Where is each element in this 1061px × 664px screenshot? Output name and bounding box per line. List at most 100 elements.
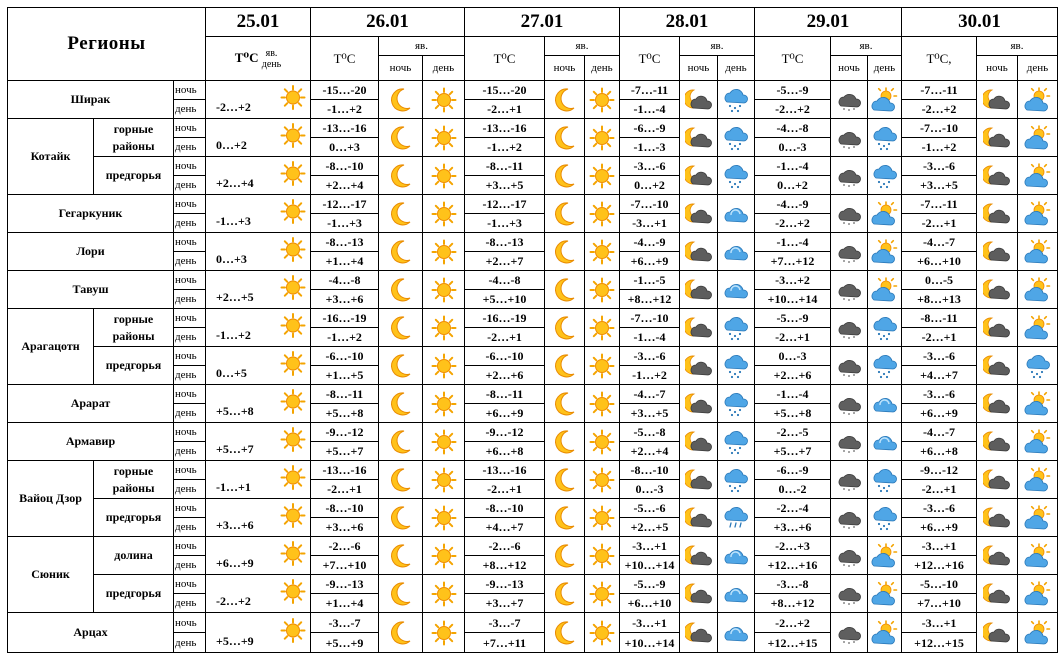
moon-icon [390, 429, 410, 453]
moon-cloud-icon [679, 194, 718, 233]
night-label: ночь [173, 270, 206, 290]
sun-cloud-icon [1024, 86, 1050, 111]
moon-icon [378, 308, 423, 347]
sun-icon [589, 543, 615, 568]
cloud-icon [717, 270, 755, 309]
date-header: 26.01 [310, 7, 465, 37]
moon-icon [544, 612, 585, 653]
temperature-day: +6…+8 [901, 441, 977, 461]
temperature-night: -3…+1 [619, 612, 680, 633]
temperature-day: +5…+8 [310, 403, 379, 423]
phenomenon-header: яв. [679, 36, 755, 56]
moon-cloud-icon [679, 384, 718, 423]
first-day-cell: -2…+2 [205, 574, 311, 613]
moon-icon [554, 581, 574, 605]
temperature-night: -3…-6 [619, 156, 680, 176]
temperature-night: -8…-11 [464, 384, 545, 404]
temperature-day: +8…+13 [901, 289, 977, 309]
temperature-day: +12…+15 [901, 632, 977, 653]
night-label: ночь [173, 118, 206, 138]
region-name: Арагацотн [7, 308, 94, 385]
day-label: день [173, 632, 206, 653]
sun-cloud-icon [867, 80, 902, 119]
night-label: ночь [173, 612, 206, 633]
temperature-night: -13…-16 [464, 460, 545, 480]
dark-cloud-icon [838, 207, 861, 225]
first-day-phenomenon-header: яв. день [262, 48, 281, 70]
moon-icon [390, 87, 410, 111]
first-day-column-header: T⁰C яв. день [205, 36, 311, 81]
day-label: день [173, 213, 206, 233]
night-label: ночь [173, 346, 206, 366]
snow-cloud-icon [717, 422, 755, 461]
sun-icon [589, 87, 615, 112]
temperature-day: +2…+6 [464, 365, 545, 385]
moon-icon [544, 574, 585, 613]
moon-icon [554, 353, 574, 377]
dark-cloud-icon [838, 359, 861, 377]
moon-icon [378, 346, 423, 385]
subregion-name: предгорья [93, 346, 174, 385]
sun-icon [589, 429, 615, 454]
temperature-night: -3…+1 [619, 536, 680, 556]
snow-cloud-icon [867, 498, 902, 537]
sun-cloud-icon [867, 536, 902, 575]
sun-icon [584, 422, 620, 461]
night-label: ночь [173, 80, 206, 100]
subregion-name: предгорья [93, 574, 174, 613]
first-day-cell: -1…+1 [205, 460, 311, 499]
moon-cloud-icon [983, 203, 1010, 223]
day-label: день [173, 555, 206, 575]
date-header: 30.01 [901, 7, 1058, 37]
region-name: Арарат [7, 384, 174, 423]
table-row: Вайоц Дзор горные районы ночь -1…+1 -13…-16-… [7, 460, 1058, 537]
day-label: день [173, 289, 206, 309]
forecast-body: Ширак ночь -2…+2 -15…-20 -15…-20 -7…-11 -5…-9-… [7, 80, 1058, 653]
temperature-night: -8…-10 [464, 498, 545, 518]
temperature-night: -3…+1 [901, 536, 977, 556]
sun-icon [422, 232, 465, 271]
sun-cloud-icon [871, 542, 897, 567]
table-row: день +7…+10 +8…+12 +10…+14 +12…+16 +12…+16 [8, 555, 1058, 575]
sun-icon [584, 194, 620, 233]
dark-cloud-icon [838, 93, 861, 111]
temperature-day: +8…+12 [754, 593, 831, 613]
first-day-cell: -1…+2 [205, 308, 311, 347]
dark-cloud-icon [838, 397, 861, 415]
table-row: предгорья ночь 0…+5 -6…-10 -6…-10 -3…-6 0…-3 -3… [8, 346, 1058, 385]
date-header: 27.01 [464, 7, 620, 37]
cloud-icon [724, 549, 748, 564]
sun-cloud-icon [1017, 270, 1058, 309]
sun-cloud-icon [1024, 390, 1050, 415]
temperature-day: +5…+8 [216, 404, 254, 418]
moon-icon [390, 201, 410, 225]
sun-icon [431, 239, 456, 264]
temperature-night: -6…-9 [754, 460, 831, 480]
moon-cloud-icon [679, 422, 718, 461]
sun-cloud-icon [867, 574, 902, 613]
temperature-night: -6…-9 [619, 118, 680, 138]
table-row: день -1…+3 -1…+3 -3…+1 -2…+2 -2…+1 [8, 213, 1058, 233]
moon-cloud-icon [684, 355, 712, 375]
snow-cloud-icon [717, 156, 755, 195]
sun-icon [589, 467, 615, 492]
sun-cloud-icon [1017, 194, 1058, 233]
dark-cloud-icon [830, 536, 868, 575]
temperature-day: -2…+2 [216, 100, 251, 114]
region-name: Армавир [7, 422, 174, 461]
moon-cloud-icon [679, 308, 718, 347]
table-row: предгорья ночь +3…+6 -8…-10 -8…-10 -5…-6 -2…-4… [8, 498, 1058, 537]
dark-cloud-icon [830, 156, 868, 195]
sun-cloud-icon [1017, 460, 1058, 499]
moon-cloud-icon [679, 232, 718, 271]
sun-icon [280, 160, 306, 191]
temperature-day: +3…+5 [464, 175, 545, 195]
moon-icon [378, 422, 423, 461]
day-label: день [173, 479, 206, 499]
moon-cloud-icon [976, 80, 1018, 119]
moon-icon [390, 315, 410, 339]
moon-icon [378, 536, 423, 575]
region-name: Арцах [7, 612, 174, 653]
moon-cloud-icon [684, 165, 712, 185]
date-header: 28.01 [619, 7, 755, 37]
